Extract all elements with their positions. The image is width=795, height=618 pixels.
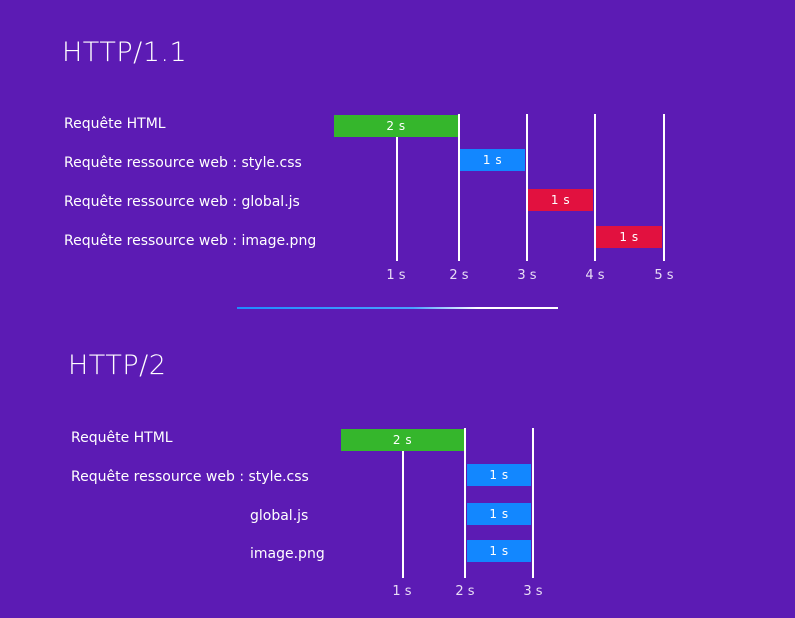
http2-gridline-3s xyxy=(532,428,534,578)
http2-row-label-html: Requête HTML xyxy=(71,430,173,446)
http11-bar-style: 1 s xyxy=(460,149,525,171)
http2-bar-style: 1 s xyxy=(467,464,531,486)
http2-row-label-style: Requête ressource web : style.css xyxy=(71,469,309,485)
http11-tick-2s: 2 s xyxy=(449,268,469,283)
http2-bar-image: 1 s xyxy=(467,540,531,562)
http11-row-label-image: Requête ressource web : image.png xyxy=(64,233,317,249)
http11-bar-html-label: 2 s xyxy=(386,119,406,133)
http11-title: HTTP/1.1 xyxy=(62,37,188,68)
http11-tick-1s: 1 s xyxy=(386,268,406,283)
http2-bar-html: 2 s xyxy=(341,429,464,451)
http11-tick-3s: 3 s xyxy=(517,268,537,283)
http2-tick-2s: 2 s xyxy=(455,584,475,599)
http11-bar-style-label: 1 s xyxy=(482,153,503,167)
http11-row-label-html: Requête HTML xyxy=(64,116,166,132)
http11-tick-5s: 5 s xyxy=(654,268,674,283)
http2-bar-global-label: 1 s xyxy=(489,507,509,521)
http11-bar-global-label: 1 s xyxy=(550,193,571,207)
http11-gridline-2s xyxy=(458,114,460,261)
http2-gridline-2s xyxy=(464,428,466,578)
http11-bar-image: 1 s xyxy=(596,226,662,248)
http2-bar-global: 1 s xyxy=(467,503,531,525)
http11-gridline-5s xyxy=(663,114,665,261)
http11-gridline-4s xyxy=(594,114,596,261)
http2-tick-3s: 3 s xyxy=(523,584,543,599)
http11-bar-html: 2 s xyxy=(334,115,458,137)
http2-tick-1s: 1 s xyxy=(392,584,412,599)
http2-gridline-1s xyxy=(402,451,404,578)
http11-bar-global: 1 s xyxy=(528,189,593,211)
http11-gridline-3s xyxy=(526,114,528,261)
http11-row-label-global: Requête ressource web : global.js xyxy=(64,194,300,210)
http2-row-label-global: global.js xyxy=(250,508,309,524)
http2-title: HTTP/2 xyxy=(68,350,167,381)
http11-gridline-1s xyxy=(396,137,398,261)
http11-row-label-style: Requête ressource web : style.css xyxy=(64,155,302,171)
http11-bar-image-label: 1 s xyxy=(619,230,639,244)
http2-bar-image-label: 1 s xyxy=(489,544,509,558)
http11-tick-4s: 4 s xyxy=(585,268,605,283)
http2-bar-html-label: 2 s xyxy=(392,433,413,447)
http2-bar-style-label: 1 s xyxy=(489,468,509,482)
section-divider xyxy=(237,307,558,309)
http2-row-label-image: image.png xyxy=(250,546,325,562)
